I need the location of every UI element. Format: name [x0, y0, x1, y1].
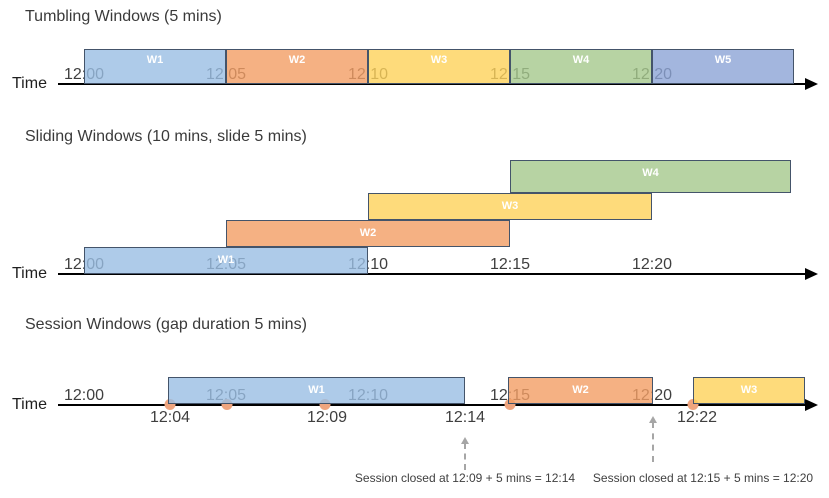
session-close-time: 12:14: [444, 409, 486, 426]
session-close-arrow: [649, 416, 657, 462]
sliding-section-title: Sliding Windows (10 mins, slide 5 mins): [25, 128, 307, 145]
sliding-window-w3: W3: [368, 193, 652, 220]
arrow-up-head-icon: [461, 437, 469, 444]
session-event-time: 12:09: [306, 409, 348, 426]
window-label: W2: [359, 227, 377, 239]
arrow-dashed-shaft: [652, 422, 654, 462]
window-label: W2: [572, 384, 589, 396]
session-event-time: 12:04: [149, 409, 191, 426]
session-time-axis-label: Time: [12, 396, 47, 413]
sliding-tick: 12:15: [489, 256, 531, 273]
session-event-dot: [319, 399, 331, 410]
session-event-dot: [221, 399, 233, 410]
window-label: W4: [572, 54, 590, 66]
arrow-dashed-shaft: [464, 443, 466, 470]
tumbling-timeline-arrowhead-icon: [805, 78, 818, 90]
window-label: W4: [642, 167, 659, 179]
tumbling-window-w5: W5: [652, 49, 794, 84]
session-event-dot: [687, 399, 699, 410]
sliding-tick: 12:20: [631, 256, 673, 273]
window-label: W2: [288, 54, 306, 66]
sliding-timeline-arrowhead-icon: [805, 268, 818, 280]
session-event-dot: [504, 399, 516, 410]
window-label: W3: [501, 200, 519, 212]
session-section-title: Session Windows (gap duration 5 mins): [25, 316, 307, 333]
session-close-annotation: Session closed at 12:15 + 5 mins = 12:20: [592, 471, 814, 485]
sliding-window-w1: W1: [84, 247, 368, 274]
tumbling-window-w3: W3: [368, 49, 510, 84]
window-label: W3: [430, 54, 448, 66]
arrow-up-head-icon: [649, 416, 657, 423]
session-tick: 12:00: [63, 387, 105, 404]
session-window-w1: W1: [168, 377, 465, 404]
sliding-timeline: [58, 273, 807, 275]
tumbling-section-title: Tumbling Windows (5 mins): [25, 8, 222, 25]
session-window-w2: W2: [508, 377, 653, 404]
session-close-arrow: [461, 437, 469, 470]
sliding-time-axis-label: Time: [12, 265, 47, 282]
sliding-window-w2: W2: [226, 220, 510, 247]
session-timeline-arrowhead-icon: [805, 399, 818, 411]
tumbling-window-w2: W2: [226, 49, 368, 84]
session-timeline: [58, 404, 807, 406]
session-event-time: 12:22: [676, 409, 718, 426]
session-close-annotation: Session closed at 12:09 + 5 mins = 12:14: [354, 471, 576, 485]
window-label: W1: [146, 54, 164, 66]
tumbling-window-w4: W4: [510, 49, 652, 84]
tumbling-timeline: [58, 83, 807, 85]
session-event-dot: [164, 399, 176, 410]
sliding-window-w4: W4: [510, 160, 791, 193]
tumbling-window-w1: W1: [84, 49, 226, 84]
window-label: W3: [740, 384, 758, 396]
tumbling-time-axis-label: Time: [12, 75, 47, 92]
window-label: W1: [217, 254, 235, 266]
session-window-w3: W3: [693, 377, 805, 404]
window-label: W1: [308, 384, 325, 396]
window-label: W5: [714, 54, 732, 66]
